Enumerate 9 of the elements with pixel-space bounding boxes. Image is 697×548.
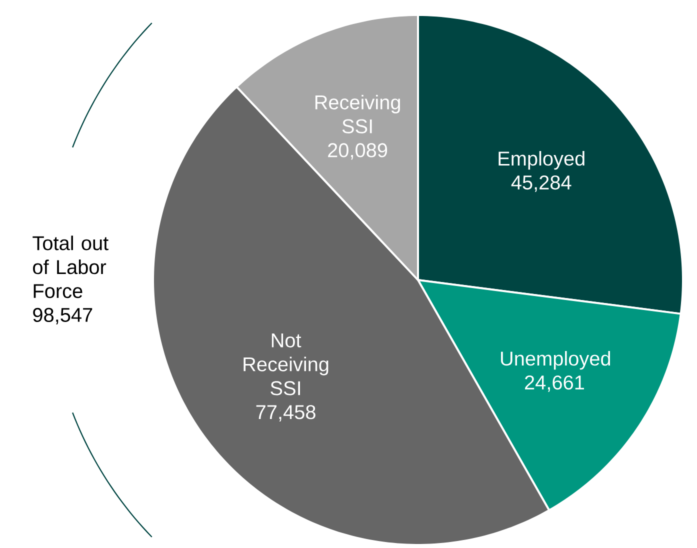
data-label: 20,089 xyxy=(328,143,388,160)
slice-label: Employed xyxy=(498,151,584,170)
data-label: 24,661 xyxy=(525,375,584,392)
slice-label: Receiving SSI xyxy=(315,94,400,134)
data-label: 77,458 xyxy=(256,405,316,422)
slice-label: Unemployed xyxy=(501,351,610,370)
text: Total out of Labor Force 98,547 xyxy=(32,236,108,324)
data-label: 45,284 xyxy=(511,175,572,192)
slice-label: Not Receiving SSI xyxy=(244,334,328,396)
